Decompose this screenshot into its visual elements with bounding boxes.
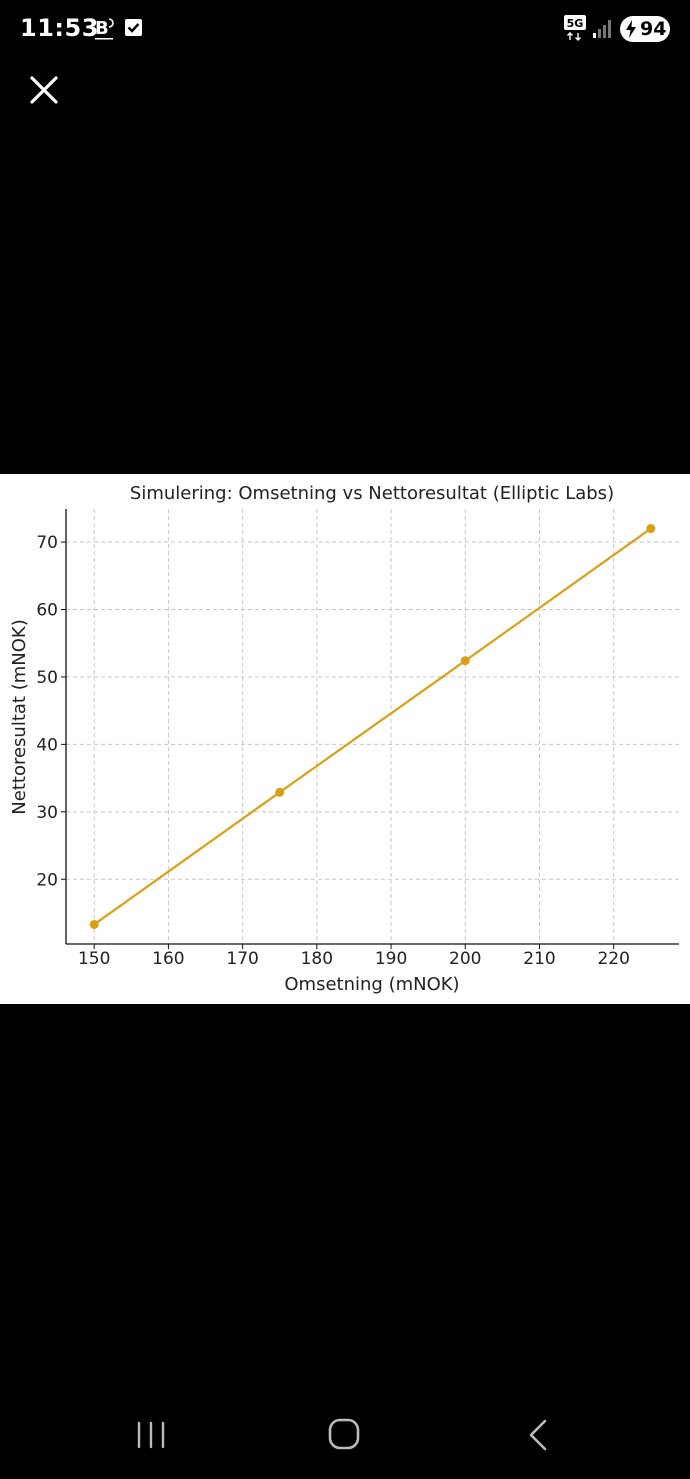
x-tick-label: 200 [449,949,481,969]
x-tick-label: 210 [523,949,555,969]
close-button[interactable] [24,70,64,110]
y-axis-label: Nettoresultat (mNOK) [9,619,30,814]
y-tick-label: 20 [36,870,58,890]
data-point [646,524,656,534]
x-tick-label: 180 [301,949,333,969]
network-5g-icon: 5G [564,15,586,41]
app-notification-icon: B [95,18,114,40]
chart: 150 160 170 180 190 200 210 220 20 30 40 50 60 70 Sim… [9,483,679,995]
x-tick-label: 190 [375,949,407,969]
y-tick-label: 50 [36,668,58,688]
home-icon [328,1418,360,1450]
chart-labels: Simulering: Omsetning vs Nettoresultat (… [9,483,614,995]
checkbox-notification-icon [125,19,142,36]
svg-text:B: B [95,18,109,39]
back-button[interactable] [508,1413,568,1457]
x-tick-label: 220 [597,949,629,969]
charging-bolt-icon [626,20,636,38]
series-line [93,527,652,926]
signal-strength-icon [593,20,611,38]
x-axis-label: Omsetning (mNOK) [284,974,459,995]
back-icon [529,1419,547,1451]
y-tick-label: 60 [36,600,58,620]
recent-apps-button[interactable] [121,1413,181,1457]
chart-grid [66,509,679,944]
y-tick-label: 70 [36,533,58,553]
home-button[interactable] [314,1413,374,1457]
status-time: 11:53 [20,14,99,42]
battery-indicator: 94 [620,16,670,42]
recent-apps-icon [137,1421,165,1449]
network-label: 5G [567,17,584,30]
data-point [460,656,470,666]
status-bar: 11:53 B 5G 94 [0,0,690,58]
x-tick-label: 160 [152,949,184,969]
close-icon [30,76,58,104]
chart-series [89,524,656,929]
system-navigation-bar [0,1395,690,1479]
chart-title: Simulering: Omsetning vs Nettoresultat (… [130,483,614,504]
y-tick-label: 30 [36,803,58,823]
x-tick-label: 170 [226,949,258,969]
x-tick-label: 150 [78,949,110,969]
chart-axes: 150 160 170 180 190 200 210 220 20 30 40 50 60 70 [36,509,679,969]
battery-level: 94 [640,18,667,40]
y-tick-label: 40 [36,735,58,755]
chart-image: 150 160 170 180 190 200 210 220 20 30 40 50 60 70 Sim… [0,474,690,1004]
data-point [275,787,285,797]
data-point [89,919,99,929]
